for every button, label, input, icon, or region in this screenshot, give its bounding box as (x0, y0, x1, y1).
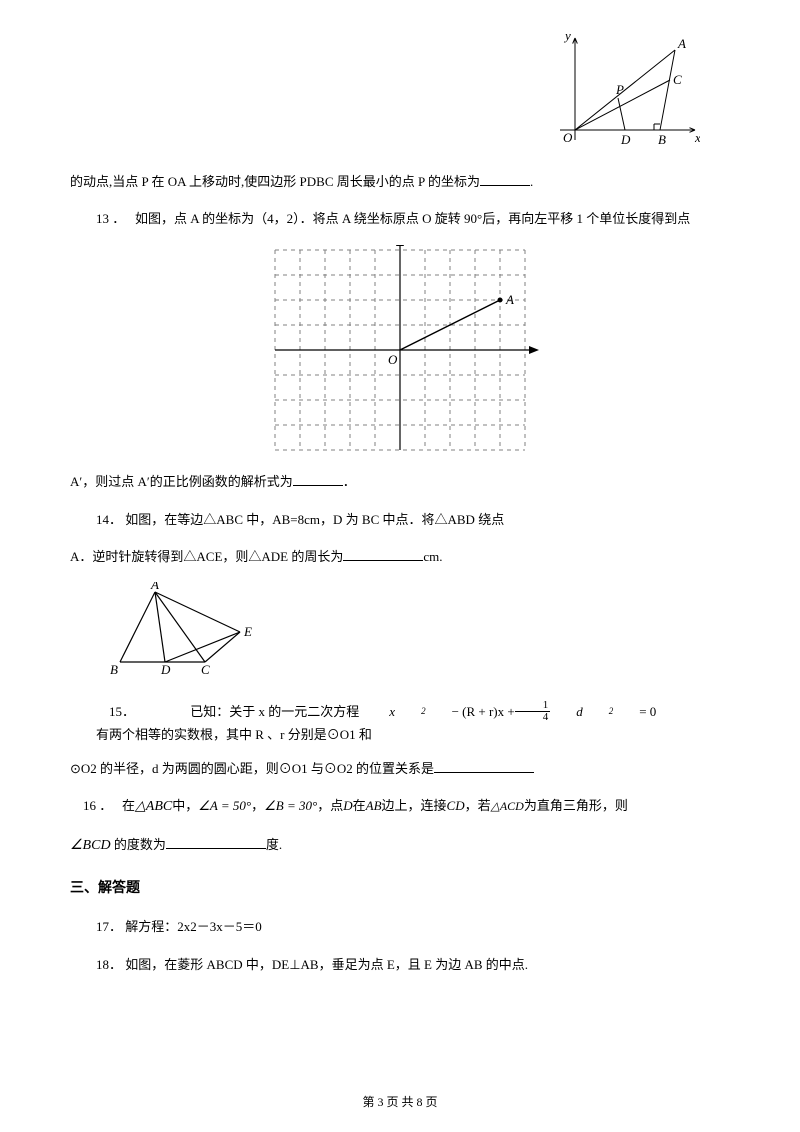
svg-text:B: B (658, 132, 666, 147)
q15-post1: 有两个相等的实数根，其中 R 、r 分别是⊙O1 和 (70, 723, 372, 746)
q15-blank (434, 757, 534, 773)
svg-text:D: D (620, 132, 631, 147)
svg-text:O: O (388, 352, 398, 367)
q17: 17． 解方程：2x2－3x－5＝0 (70, 915, 730, 938)
q15-pre: 已知：关于 x 的一元二次方程 (164, 700, 359, 723)
q12-tail-line: 的动点,当点 P 在 OA 上移动时,使四边形 PDBC 周长最小的点 P 的坐… (70, 170, 730, 193)
q17-text: 解方程：2x2－3x－5＝0 (125, 919, 262, 934)
q15-post2: ⊙O2 的半径，d 为两圆的圆心距，则⊙O1 与⊙O2 的位置关系是 (70, 761, 434, 776)
q12-text: 的动点,当点 P 在 OA 上移动时,使四边形 PDBC 周长最小的点 P 的坐… (70, 174, 480, 189)
svg-text:B: B (110, 662, 118, 677)
figure-coordinate-pdbc: Ox y A C B D P (550, 30, 700, 157)
q16-line1: 16 ． 在 △ABC 中， ∠A = 50° ， ∠B = 30° ，点 D … (70, 794, 730, 819)
section-3-title: 三、解答题 (70, 876, 730, 901)
svg-text:O: O (563, 130, 573, 145)
svg-text:A: A (505, 292, 514, 307)
q14-num: 14． (96, 512, 122, 527)
svg-text:E: E (243, 624, 252, 639)
q14-line2: A．逆时针旋转得到△ACE，则△ADE 的周长为 cm. (70, 545, 730, 568)
q14-text1: 如图，在等边△ABC 中，AB=8cm，D 为 BC 中点．将△ABD 绕点 (125, 512, 504, 527)
q13-blank (293, 471, 343, 487)
q12-period: . (530, 174, 533, 189)
q13-line1: 13 ． 如图，点 A 的坐标为（4，2）．将点 A 绕坐标原点 O 旋转 90… (70, 207, 730, 230)
q12-blank (480, 170, 530, 186)
q15-line2: ⊙O2 的半径，d 为两圆的圆心距，则⊙O1 与⊙O2 的位置关系是 (70, 757, 730, 780)
svg-text:P: P (615, 82, 624, 97)
q15-formula: x2 − (R + r)x + 14d2 = 0 (363, 700, 656, 723)
page-footer: 第 3 页 共 8 页 (0, 1092, 800, 1114)
q14-unit: cm. (423, 549, 442, 564)
figure-triangle-abde: A B D C E (110, 582, 730, 684)
svg-text:x: x (694, 130, 700, 145)
q15-num: 15． (83, 700, 135, 723)
q13-text-a: 如图，点 A 的坐标为（4，2）．将点 A 绕坐标原点 O 旋转 90°后，再向… (135, 211, 690, 226)
q17-num: 17． (96, 919, 122, 934)
q14-text2: A．逆时针旋转得到△ACE，则△ADE 的周长为 (70, 549, 343, 564)
q15-row: 15． 已知：关于 x 的一元二次方程 x2 − (R + r)x + 14d2… (70, 700, 730, 747)
q14-line1: 14． 如图，在等边△ABC 中，AB=8cm，D 为 BC 中点．将△ABD … (70, 508, 730, 531)
q13-period: ． (343, 474, 356, 489)
q13-line2: A′，则过点 A′的正比例函数的解析式为 ． (70, 470, 730, 493)
svg-text:A: A (150, 582, 159, 592)
q16-line2: ∠BCD 的度数为度. (70, 833, 730, 858)
svg-text:y: y (563, 30, 571, 43)
q13-text-b: A′，则过点 A′的正比例函数的解析式为 (70, 474, 293, 489)
q14-blank (343, 545, 423, 561)
svg-text:C: C (673, 72, 682, 87)
q16-blank (166, 834, 266, 850)
q18-num: 18． (96, 957, 122, 972)
q16-num: 16 ． (83, 794, 112, 817)
svg-text:A: A (677, 36, 686, 51)
svg-text:D: D (160, 662, 171, 677)
figure-grid-rotation: OxyA (70, 245, 730, 462)
q18: 18． 如图，在菱形 ABCD 中，DE⊥AB，垂足为点 E，且 E 为边 AB… (70, 953, 730, 976)
q18-text: 如图，在菱形 ABCD 中，DE⊥AB，垂足为点 E，且 E 为边 AB 的中点… (125, 957, 528, 972)
q13-num: 13 ． (96, 211, 125, 226)
svg-text:C: C (201, 662, 210, 677)
